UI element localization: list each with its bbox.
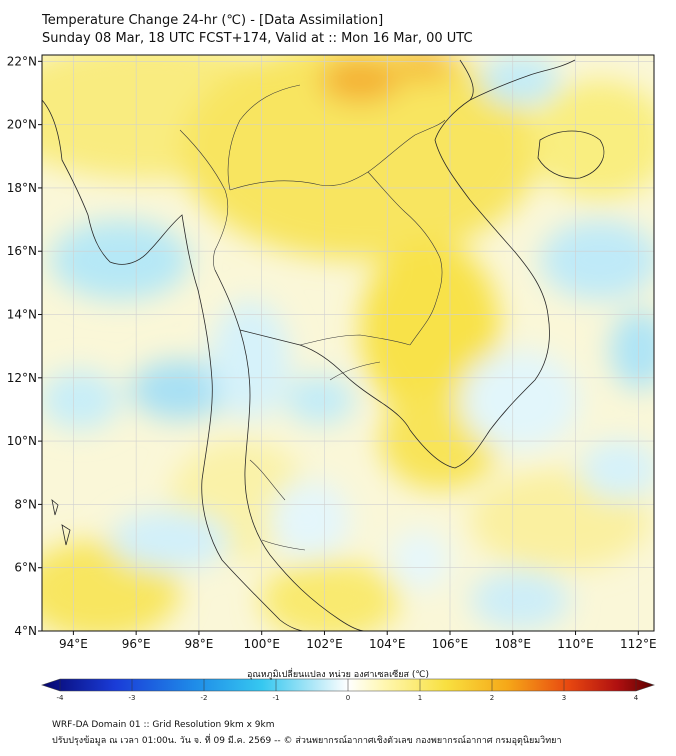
lon-tick-label: 104°E [369, 637, 406, 651]
colorbar-tick-label: 1 [418, 694, 422, 702]
lat-tick-label: 6°N [14, 561, 37, 575]
colorbar-tick-label: 2 [490, 694, 494, 702]
lat-tick-label: 8°N [14, 497, 37, 511]
lat-tick-label: 22°N [7, 54, 37, 68]
temperature-field [42, 55, 654, 631]
longitude-axis: 94°E 96°E 98°E 100°E 102°E 104°E 106°E 108°E 110… [59, 631, 657, 651]
lon-tick-label: 108°E [495, 637, 532, 651]
colorbar-tick-label: 3 [562, 694, 566, 702]
colorbar-tick-label: -4 [57, 694, 65, 702]
lon-tick-label: 102°E [306, 637, 343, 651]
lat-tick-label: 16°N [7, 244, 37, 258]
lat-tick-label: 12°N [7, 371, 37, 385]
footer-model-info: WRF-DA Domain 01 :: Grid Resolution 9km … [52, 720, 275, 730]
colorbar-tick-label: -1 [273, 694, 280, 702]
latitude-axis: 22°N 20°N 18°N 16°N 14°N 12°N 10°N 8°N 6°N 4°N [7, 54, 42, 638]
lon-tick-label: 110°E [557, 637, 594, 651]
map-frame [41, 54, 655, 632]
colorbar-tick-label: 0 [346, 694, 350, 702]
footer-update-info: ปรับปรุงข้อมูล ณ เวลา 01:00น. วัน จ. ที่… [52, 736, 562, 746]
lat-tick-label: 4°N [14, 624, 37, 638]
lon-tick-label: 100°E [243, 637, 280, 651]
lon-tick-label: 94°E [59, 637, 88, 651]
lat-tick-label: 20°N [7, 118, 37, 132]
colorbar: -4 -3 -2 -1 0 1 2 3 4 [41, 678, 655, 702]
lon-tick-label: 112°E [620, 637, 657, 651]
colorbar-tick-label: 4 [634, 694, 639, 702]
colorbar-tick-label: -2 [201, 694, 208, 702]
lon-tick-label: 106°E [432, 637, 469, 651]
coastlines [42, 59, 605, 631]
map-title: Temperature Change 24-hr (℃) - [Data Ass… [42, 13, 384, 28]
country-borders [179, 84, 446, 551]
colorbar-tick-label: -3 [129, 694, 136, 702]
lat-tick-label: 18°N [7, 181, 37, 195]
lon-tick-label: 98°E [184, 637, 213, 651]
lat-tick-label: 10°N [7, 434, 37, 448]
graticule [42, 55, 654, 632]
lon-tick-label: 96°E [122, 637, 151, 651]
colorbar-label: อุณหภูมิเปลี่ยนแปลง หน่วย องศาเซลเซียส (… [246, 670, 430, 680]
lat-tick-label: 14°N [7, 308, 37, 322]
map-subtitle: Sunday 08 Mar, 18 UTC FCST+174, Valid at… [42, 31, 473, 46]
